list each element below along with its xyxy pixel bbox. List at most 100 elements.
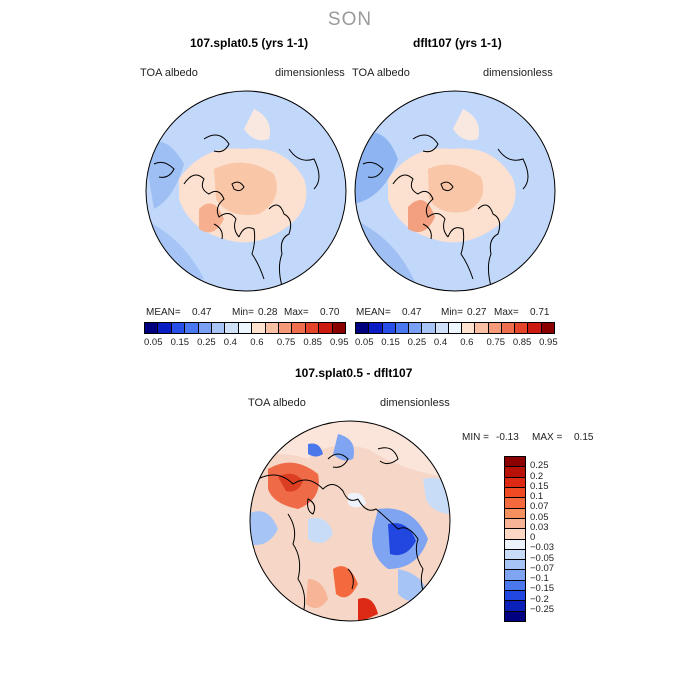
colorbar-swatch: [528, 323, 542, 333]
colorbar-tick-label: 0.75: [486, 337, 506, 348]
colorbar-swatch: [505, 487, 525, 499]
colorbar-swatch: [505, 601, 525, 612]
colorbar-swatch: [505, 467, 525, 478]
panel-right-units: dimensionless: [483, 67, 553, 79]
panel-left-max: 0.70: [320, 307, 340, 318]
colorbar-tick-label: 0.15: [170, 337, 190, 348]
colorbar-swatch: [488, 323, 502, 333]
colorbar-tick-label: 0.07: [530, 501, 549, 513]
panel-left-mean-label: MEAN=: [146, 307, 181, 318]
colorbar-left-ticks: 0.05 0.15 0.25 0.4 0.6 0.75 0.85 0.95: [144, 337, 349, 349]
colorbar-tick-label: 0.15: [381, 337, 400, 348]
colorbar-right: [355, 322, 555, 334]
colorbar-tick-label: 0.25: [530, 460, 549, 472]
colorbar-swatch: [185, 323, 199, 333]
colorbar-swatch: [505, 508, 525, 519]
colorbar-tick-label: 0.4: [433, 337, 448, 348]
panel-left-max-label: Max=: [284, 307, 309, 318]
colorbar-swatch: [505, 560, 525, 571]
diff-max: 0.15: [574, 432, 594, 443]
diff-title: 107.splat0.5 - dflt107: [295, 366, 413, 380]
colorbar-swatch: [505, 549, 525, 561]
colorbar-swatch: [448, 323, 463, 333]
colorbar-tick-label: 0.15: [530, 480, 549, 492]
colorbar-swatch: [435, 323, 449, 333]
colorbar-right-ticks: 0.05 0.15 0.25 0.4 0.6 0.75 0.85 0.95: [355, 337, 558, 349]
colorbar-tick-label: −0.07: [530, 562, 555, 574]
colorbar-diff-ticks: 0.25 0.2 0.15 0.1 0.07 0.05 0.03 0 −0.03 −0.05 −0.…: [530, 456, 590, 626]
colorbar-tick-label: 0.85: [303, 337, 322, 348]
colorbar-swatch: [505, 518, 525, 530]
diff-min: -0.13: [496, 432, 519, 443]
colorbar-swatch: [395, 323, 410, 333]
colorbar-swatch: [319, 323, 333, 333]
colorbar-tick-label: 0.1: [530, 491, 544, 502]
panel-left-min-label: Min=: [232, 307, 254, 318]
colorbar-tick-label: 0.85: [512, 337, 532, 348]
diff-max-label: MAX =: [532, 432, 563, 443]
panel-right-min-label: Min=: [441, 307, 463, 318]
panel-right-max: 0.71: [530, 307, 550, 318]
colorbar-swatch: [356, 323, 370, 333]
diff-min-label: MIN =: [462, 432, 489, 443]
colorbar-tick-label: −0.03: [530, 542, 555, 554]
colorbar-swatch: [462, 323, 476, 333]
colorbar-tick-label: 0.03: [530, 521, 549, 533]
colorbar-tick-label: 0.95: [539, 337, 558, 348]
colorbar-tick-label: 0.4: [223, 337, 237, 348]
colorbar-swatch: [198, 323, 213, 333]
panel-left-title: 107.splat0.5 (yrs 1-1): [190, 36, 309, 50]
panel-right-title: dflt107 (yrs 1-1): [413, 36, 502, 50]
map-left: [145, 90, 347, 292]
colorbar-tick-label: 0.05: [530, 511, 549, 523]
colorbar-tick-label: 0.6: [250, 337, 264, 348]
panel-right-min: 0.27: [467, 307, 487, 318]
colorbar-swatch: [505, 591, 525, 602]
colorbar-swatch: [422, 323, 436, 333]
panel-right-variable: TOA albedo: [352, 67, 410, 79]
panel-left-min: 0.28: [258, 307, 278, 318]
colorbar-swatch: [409, 323, 423, 333]
colorbar-tick-label: 0: [530, 532, 536, 543]
colorbar-tick-label: 0.05: [355, 337, 374, 348]
colorbar-tick-label: 0.25: [407, 337, 427, 348]
colorbar-tick-label: 0.95: [330, 337, 349, 348]
colorbar-tick-label: −0.2: [530, 593, 549, 605]
panel-right-mean: 0.47: [402, 307, 422, 318]
map-diff: [249, 420, 451, 622]
panel-right-max-label: Max=: [494, 307, 519, 318]
colorbar-swatch: [252, 323, 266, 333]
map-right: [354, 90, 556, 292]
colorbar-swatch: [212, 323, 226, 333]
colorbar-swatch: [171, 323, 186, 333]
colorbar-swatch: [505, 580, 525, 592]
colorbar-swatch: [505, 457, 525, 468]
colorbar-swatch: [382, 323, 396, 333]
season-title: SON: [327, 9, 373, 30]
colorbar-tick-label: 0.25: [197, 337, 216, 348]
colorbar-tick-label: 0.05: [144, 337, 163, 348]
colorbar-swatch: [505, 498, 525, 509]
colorbar-swatch: [541, 323, 554, 333]
colorbar-tick-label: 0.75: [276, 337, 296, 348]
colorbar-swatch: [505, 477, 525, 488]
colorbar-tick-label: −0.05: [530, 552, 555, 564]
panel-left-variable: TOA albedo: [140, 67, 198, 79]
colorbar-tick-label: −0.15: [530, 583, 555, 595]
colorbar-swatch: [265, 323, 280, 333]
colorbar-swatch: [145, 323, 159, 333]
colorbar-tick-label: −0.25: [530, 603, 555, 615]
colorbar-swatch: [332, 323, 346, 333]
colorbar-swatch: [292, 323, 306, 333]
diff-units: dimensionless: [380, 397, 450, 409]
colorbar-left: [144, 322, 346, 334]
colorbar-tick-label: 0.2: [530, 470, 544, 482]
colorbar-swatch: [515, 323, 529, 333]
colorbar-swatch: [505, 611, 525, 621]
colorbar-swatch: [238, 323, 253, 333]
colorbar-diff: [504, 456, 526, 622]
colorbar-swatch: [279, 323, 293, 333]
colorbar-swatch: [505, 539, 525, 550]
colorbar-swatch: [475, 323, 489, 333]
colorbar-swatch: [305, 323, 320, 333]
